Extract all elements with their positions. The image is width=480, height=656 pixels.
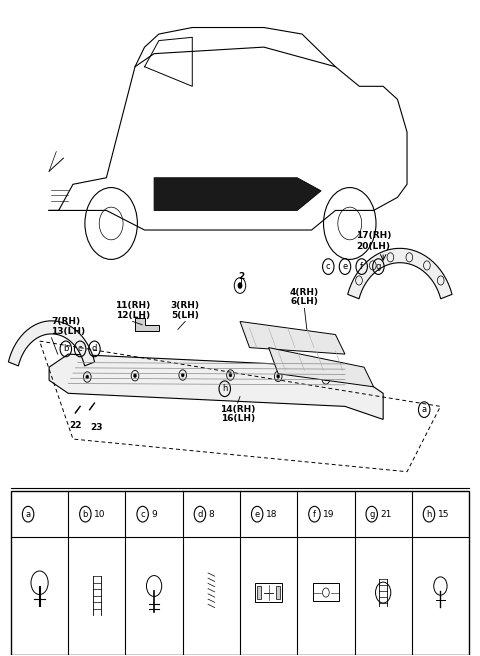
Text: 11(RH): 11(RH) [115, 300, 150, 310]
Circle shape [229, 373, 232, 377]
Bar [255, 583, 282, 602]
Circle shape [86, 375, 89, 379]
Text: 7(RH): 7(RH) [51, 317, 81, 326]
Text: c: c [78, 344, 83, 354]
Circle shape [181, 373, 184, 377]
Text: 9: 9 [151, 510, 157, 519]
Circle shape [324, 377, 327, 381]
Text: d: d [92, 344, 97, 354]
Text: 2: 2 [238, 272, 244, 281]
Text: c: c [140, 510, 145, 519]
Text: e: e [342, 262, 348, 271]
Polygon shape [154, 178, 321, 211]
Text: c: c [326, 262, 331, 271]
Text: 5(LH): 5(LH) [171, 310, 199, 319]
Text: 14(RH): 14(RH) [220, 405, 255, 414]
Bar [312, 583, 339, 601]
Polygon shape [240, 321, 345, 354]
Text: 13(LH): 13(LH) [51, 327, 85, 336]
Text: 23: 23 [91, 422, 103, 432]
Text: 22: 22 [69, 420, 82, 430]
Text: 19: 19 [323, 510, 335, 519]
Polygon shape [49, 354, 383, 419]
Polygon shape [135, 318, 159, 331]
Bar [276, 586, 280, 599]
Text: b: b [63, 344, 69, 354]
Text: 10: 10 [94, 510, 106, 519]
Circle shape [133, 374, 136, 378]
Polygon shape [8, 321, 95, 366]
Polygon shape [269, 348, 373, 387]
Text: a: a [25, 510, 31, 519]
Text: b: b [83, 510, 88, 519]
Text: 21: 21 [380, 510, 392, 519]
Text: h: h [222, 384, 228, 393]
Text: f: f [360, 262, 363, 271]
Text: g: g [376, 262, 381, 271]
Circle shape [238, 282, 242, 289]
Text: 18: 18 [266, 510, 277, 519]
Text: f: f [313, 510, 316, 519]
Bar [257, 586, 261, 599]
Text: d: d [197, 510, 203, 519]
Text: e: e [254, 510, 260, 519]
Bar [11, 491, 469, 655]
Polygon shape [348, 249, 452, 298]
Text: 16(LH): 16(LH) [220, 414, 255, 423]
Text: 8: 8 [208, 510, 214, 519]
Text: h: h [426, 510, 432, 519]
Text: 4(RH): 4(RH) [290, 287, 319, 297]
Text: 20(LH): 20(LH) [357, 242, 391, 251]
Text: a: a [421, 405, 427, 414]
Text: g: g [369, 510, 374, 519]
Text: 12(LH): 12(LH) [116, 310, 150, 319]
Text: 3(RH): 3(RH) [170, 300, 200, 310]
Text: 6(LH): 6(LH) [290, 297, 318, 306]
Text: 17(RH): 17(RH) [356, 231, 391, 240]
Text: 15: 15 [438, 510, 449, 519]
Circle shape [277, 375, 280, 379]
